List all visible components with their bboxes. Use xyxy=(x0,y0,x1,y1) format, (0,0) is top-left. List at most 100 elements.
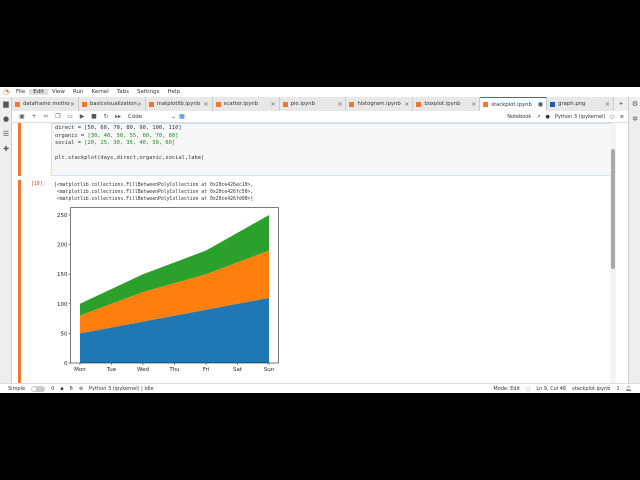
kernel-count: 8 xyxy=(69,385,73,392)
tab-label: scatter.ipynb xyxy=(223,101,259,107)
debugger-icon[interactable]: ✲ xyxy=(632,115,638,123)
tab-3[interactable]: scatter.ipynb × xyxy=(212,97,280,111)
tab-6[interactable]: boxplot.ipynb × xyxy=(413,97,481,111)
code-line: social = [20, 25, 30, 35, 40, 50, 60] xyxy=(55,140,176,147)
terminal-icon: ▪ xyxy=(60,385,64,392)
notebook-button[interactable]: Notebook xyxy=(507,113,532,120)
output-collapser[interactable] xyxy=(18,180,21,383)
tab-7[interactable]: stackplot.ipynb ● xyxy=(480,97,548,111)
image-icon xyxy=(550,101,556,107)
tab-label: graph.png xyxy=(558,101,586,107)
simple-mode-toggle[interactable] xyxy=(31,385,46,392)
add-cell-icon[interactable]: + xyxy=(31,113,37,120)
area-series-2 xyxy=(79,215,270,316)
jupyterlab-window: ◔ File Edit View Run Kernel Tabs Setting… xyxy=(0,87,640,393)
external-link-icon[interactable]: ↗ xyxy=(536,113,541,120)
keyboard-icon[interactable]: ▦ xyxy=(179,113,185,120)
notebook-icon xyxy=(349,101,355,107)
y-tick-label: 250 xyxy=(57,213,68,219)
x-tick-label: Wed xyxy=(137,367,149,373)
tab-label: pie.ipynb xyxy=(290,101,316,107)
cut-icon[interactable]: ✂ xyxy=(43,113,49,120)
notebook-icon xyxy=(81,101,87,107)
notebook-toolbar: ▣ + ✂ ❐ ▭ ▶ ■ ↻ ▸▸ Code ⌄ ▦ Notebook ↗ ● … xyxy=(12,111,628,123)
menu-file[interactable]: File xyxy=(16,89,26,95)
x-tick-label: Thu xyxy=(168,367,179,373)
copy-icon[interactable]: ❐ xyxy=(55,113,61,120)
bell-icon[interactable]: 🔔︎ xyxy=(625,385,632,392)
kernel-name[interactable]: Python 3 (ipykernel) xyxy=(554,113,606,120)
kernel-icon: ⊛ xyxy=(78,385,84,392)
paste-icon[interactable]: ▭ xyxy=(67,113,73,120)
x-tick-label: Tue xyxy=(106,367,117,373)
new-tab-button[interactable]: + xyxy=(614,97,628,111)
code-line: direct = [50, 60, 70, 80, 90, 100, 110] xyxy=(55,125,182,131)
y-tick-label: 0 xyxy=(64,361,68,367)
y-tick-label: 50 xyxy=(61,331,68,337)
property-inspector-icon[interactable]: ⚙ xyxy=(631,100,639,108)
editor-mode: Mode: Edit xyxy=(493,385,520,392)
scrollbar-thumb[interactable] xyxy=(611,149,615,269)
running-icon[interactable]: ● xyxy=(2,115,10,123)
kernel-status-dot-icon: ● xyxy=(545,113,550,120)
code-line: organic = [30, 40, 50, 55, 60, 70, 80] xyxy=(55,132,179,139)
stop-icon[interactable]: ■ xyxy=(91,113,97,120)
restart-icon[interactable]: ↻ xyxy=(103,113,109,120)
tab-4[interactable]: pie.ipynb × xyxy=(279,97,347,111)
cursor-position[interactable]: Ln 9, Col 46 xyxy=(536,385,567,392)
tab-label: boxplot.ipynb xyxy=(424,101,461,107)
left-sidebar: ▆ ● ☰ ✚ xyxy=(0,97,12,383)
cell-collapser[interactable] xyxy=(18,123,21,176)
area-series-1 xyxy=(79,250,270,334)
close-icon[interactable]: × xyxy=(69,100,75,108)
x-tick-label: Mon xyxy=(74,367,86,373)
close-icon[interactable]: × xyxy=(270,100,276,108)
fast-forward-icon[interactable]: ▸▸ xyxy=(114,113,122,120)
tab-label: stackplot.ipynb xyxy=(491,101,532,108)
x-tick-label: Sat xyxy=(233,367,243,373)
menu-edit[interactable]: Edit xyxy=(29,89,48,95)
tab-8[interactable]: graph.png × xyxy=(547,97,615,111)
notebook-icon xyxy=(416,101,422,107)
notebook-icon xyxy=(148,101,154,107)
simple-mode-label: Simple xyxy=(8,385,26,392)
tab-label: histogram.ipynb xyxy=(357,101,401,107)
code-cell-editor[interactable]: direct = [50, 60, 70, 80, 90, 100, 110] … xyxy=(51,123,611,176)
tab-2[interactable]: matplotlib.ipynb × xyxy=(145,97,213,111)
menu-run[interactable]: Run xyxy=(72,89,84,95)
menu-settings[interactable]: Settings xyxy=(136,89,160,95)
kernel-status[interactable]: Python 3 (ipykernel) | Idle xyxy=(89,385,154,392)
run-icon[interactable]: ▶ xyxy=(79,113,85,120)
scrollbar[interactable] xyxy=(610,123,616,383)
notebook-content: direct = [50, 60, 70, 80, 90, 100, 110] … xyxy=(12,123,616,383)
menu-view[interactable]: View xyxy=(51,89,65,95)
close-icon[interactable]: × xyxy=(471,100,477,108)
code-line: plt.stackplot(days,direct,organic,social… xyxy=(55,155,205,162)
menu-kernel[interactable]: Kernel xyxy=(91,89,109,95)
folder-icon[interactable]: ▆ xyxy=(3,100,9,108)
unsaved-dot-icon[interactable]: ● xyxy=(537,101,544,108)
extension-icon[interactable]: ✚ xyxy=(3,145,9,153)
menu-icon[interactable]: ≡ xyxy=(619,113,624,120)
tab-1[interactable]: basicvisualization.ij × xyxy=(78,97,146,111)
menu-help[interactable]: Help xyxy=(167,89,181,95)
close-icon[interactable]: × xyxy=(136,100,142,108)
close-icon[interactable]: × xyxy=(203,100,209,108)
tab-5[interactable]: histogram.ipynb × xyxy=(346,97,414,111)
close-icon[interactable]: × xyxy=(404,100,410,108)
notebook-icon xyxy=(483,102,489,107)
tab-label: basicvisualization.ij xyxy=(89,101,137,107)
y-tick-label: 200 xyxy=(57,243,68,249)
cell-type-select[interactable]: Code ⌄ xyxy=(128,114,176,120)
tab-label: matplotlib.ipynb xyxy=(156,101,201,107)
tab-0[interactable]: dataframe method × xyxy=(12,97,79,111)
menu-bar: ◔ File Edit View Run Kernel Tabs Setting… xyxy=(0,87,640,97)
toc-icon[interactable]: ☰ xyxy=(2,130,10,138)
tab-label: dataframe method xyxy=(23,101,70,107)
save-icon[interactable]: ▣ xyxy=(19,113,25,120)
shield-icon: ◌ xyxy=(525,385,531,392)
menu-tabs[interactable]: Tabs xyxy=(116,89,129,95)
y-tick-label: 100 xyxy=(57,302,68,308)
close-icon[interactable]: × xyxy=(604,100,611,108)
close-icon[interactable]: × xyxy=(337,100,343,108)
